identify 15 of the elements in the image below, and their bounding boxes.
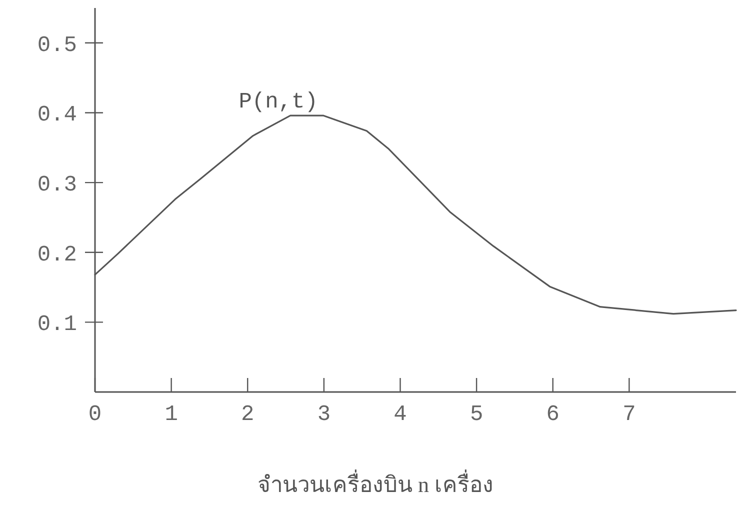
x-tick-label: 2 [241,402,254,427]
y-tick-label: 0.3 [37,172,77,198]
y-tick-label: 0.5 [37,32,77,58]
x-tick-label: 4 [394,402,407,427]
x-tick-label: 7 [622,402,636,427]
x-tick-label: 5 [470,402,484,427]
y-tick-label: 0.2 [37,242,77,268]
series-label: P(n,t) [238,90,318,115]
x-tick-label: 0 [88,402,102,427]
x-tick-label: 1 [164,402,178,427]
y-tick-label: 0.1 [37,312,77,338]
y-tick-label: 0.4 [37,102,77,128]
x-axis-title: จำนวนเครื่องบิน n เครื่อง [258,469,494,497]
x-tick-label: 3 [317,402,331,427]
x-tick-label: 6 [546,402,560,427]
